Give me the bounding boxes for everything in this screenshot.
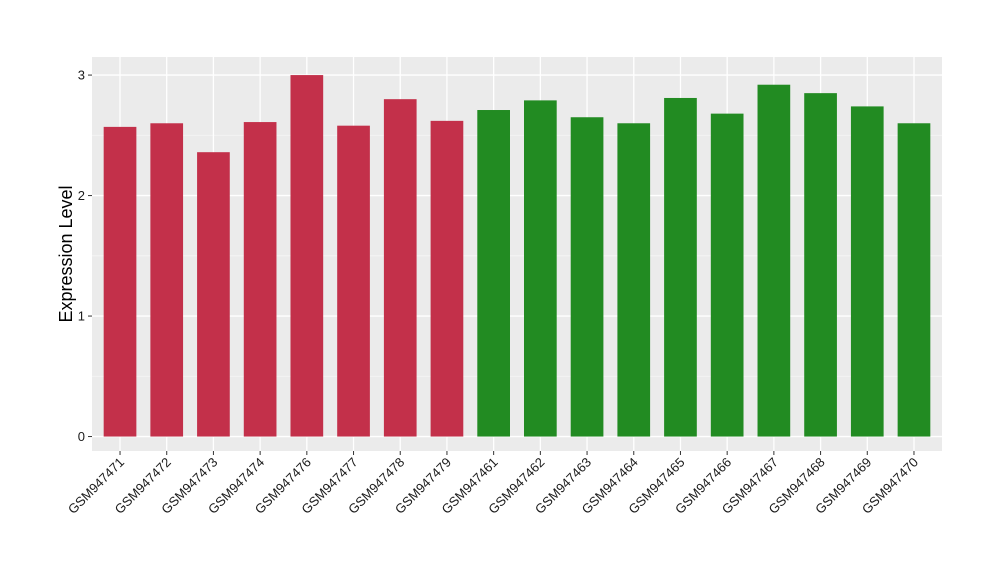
- y-tick-label: 0: [78, 429, 85, 444]
- y-tick-label: 1: [78, 309, 85, 324]
- x-axis: GSM947471GSM947472GSM947473GSM947474GSM9…: [65, 451, 921, 517]
- bar: [243, 122, 277, 437]
- bar: [570, 117, 604, 437]
- bar: [524, 100, 557, 437]
- bar: [383, 99, 417, 437]
- bar: [103, 126, 137, 437]
- bar: [710, 113, 744, 437]
- bar: [197, 152, 230, 437]
- y-tick-label: 3: [78, 68, 85, 83]
- bar: [290, 75, 324, 437]
- bar: [477, 110, 510, 437]
- plot-panel: [92, 57, 942, 451]
- y-axis-title: Expression Level: [56, 185, 76, 322]
- bar: [337, 125, 370, 437]
- bar: [150, 123, 184, 437]
- bar: [850, 106, 884, 437]
- y-axis: 0 1 2 3: [78, 68, 92, 444]
- bars: [103, 75, 931, 437]
- bar: [757, 84, 791, 437]
- bar: [664, 97, 697, 437]
- bar: [617, 123, 651, 437]
- bar: [804, 93, 837, 437]
- bar: [430, 120, 464, 437]
- y-tick-label: 2: [78, 188, 85, 203]
- bar: [897, 123, 931, 437]
